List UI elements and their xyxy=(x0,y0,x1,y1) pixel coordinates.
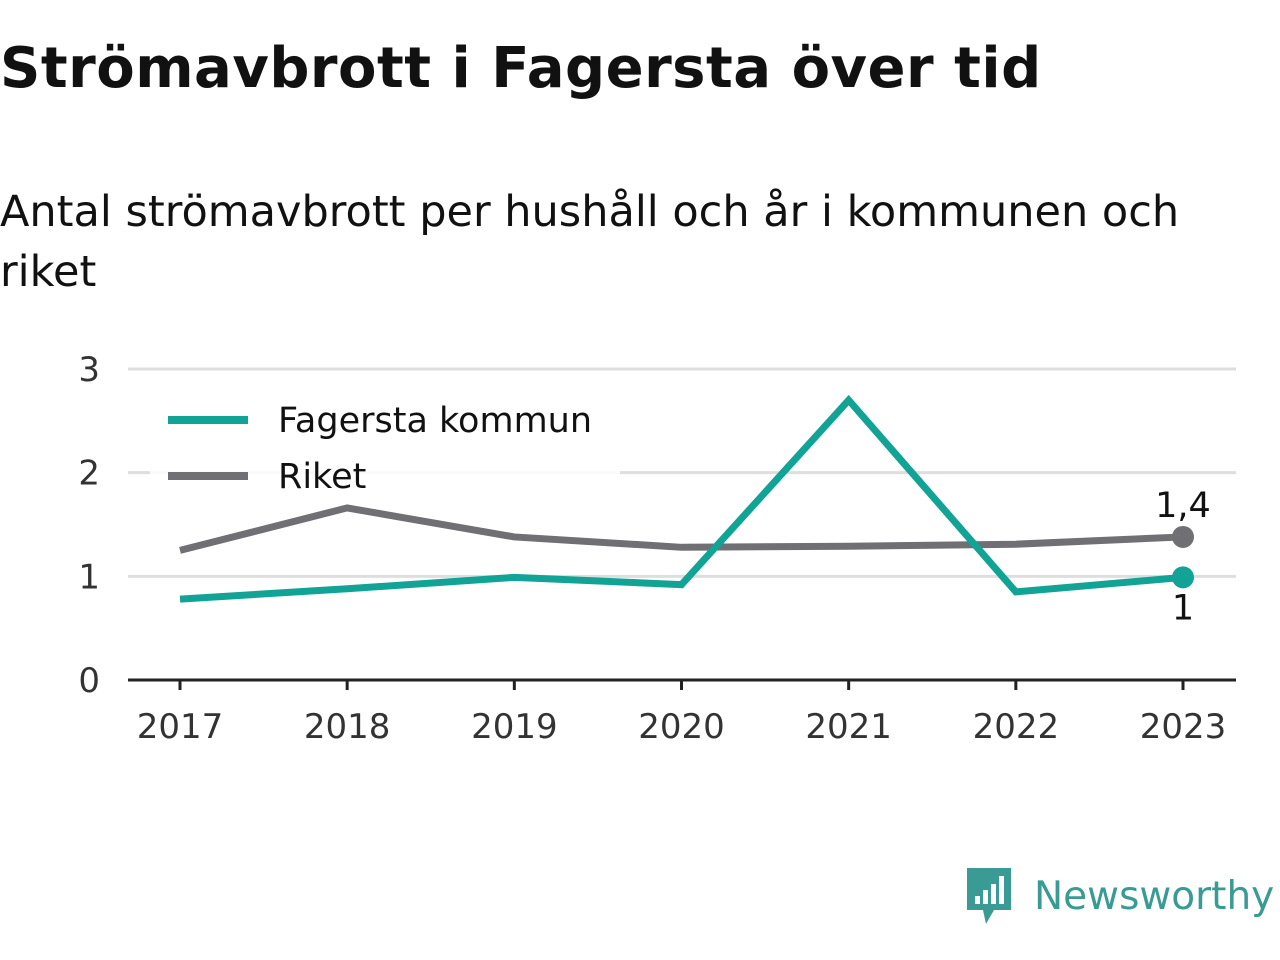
series-end-point xyxy=(1172,525,1194,548)
x-tick-label: 2023 xyxy=(1140,707,1227,747)
y-tick-label: 2 xyxy=(78,454,100,494)
series-lines xyxy=(179,394,1194,603)
x-tick-label: 2021 xyxy=(805,707,892,747)
y-axis-ticks: 0 1 2 3 xyxy=(78,350,100,701)
legend: Fagersta kommun Riket xyxy=(150,390,620,502)
x-tick-label: 2017 xyxy=(137,707,224,747)
end-labels: 11,4 xyxy=(1155,486,1211,628)
y-tick-label: 1 xyxy=(78,557,100,597)
end-value-label: 1 xyxy=(1172,588,1194,628)
brand-name: Newsworthy xyxy=(1034,873,1275,919)
newsworthy-brand: Newsworthy xyxy=(964,864,1274,928)
chart-title: Strömavbrott i Fagersta över tid xyxy=(0,36,1042,101)
legend-label: Riket xyxy=(278,457,366,497)
newsworthy-logo-icon xyxy=(967,868,1011,924)
y-tick-label: 3 xyxy=(78,350,100,390)
end-value-label: 1,4 xyxy=(1155,486,1211,526)
y-tick-label: 0 xyxy=(78,661,100,701)
x-axis: 2017 2018 2019 2020 2021 2022 2023 xyxy=(128,678,1236,747)
x-tick-label: 2018 xyxy=(304,707,391,747)
chart-subtitle: Antal strömavbrott per hushåll och år i … xyxy=(0,187,1180,297)
legend-background xyxy=(150,390,620,502)
series-end-point xyxy=(1172,566,1194,589)
x-tick-label: 2019 xyxy=(471,707,558,747)
series-line-riket xyxy=(179,504,1184,554)
x-tick-label: 2022 xyxy=(973,707,1060,747)
x-tick-label: 2020 xyxy=(638,707,725,747)
series-line-fagersta xyxy=(179,394,1184,603)
legend-label: Fagersta kommun xyxy=(278,401,592,441)
